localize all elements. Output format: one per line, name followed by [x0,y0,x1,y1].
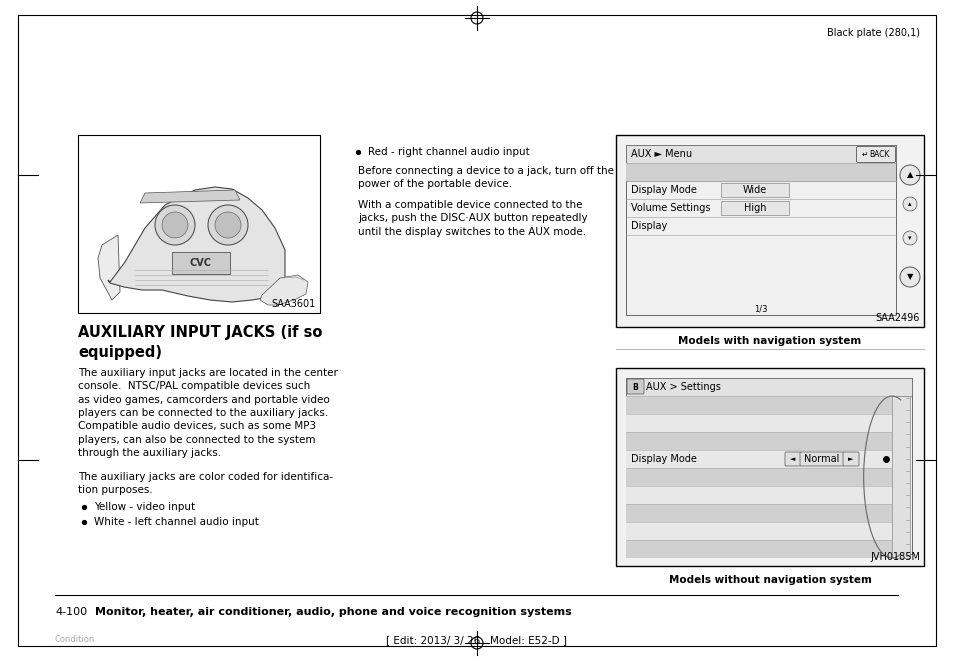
Bar [625,396,891,414]
Text: Models without navigation system: Models without navigation system [668,575,870,585]
Text: SAA2496: SAA2496 [875,313,919,323]
Bar [625,378,911,396]
FancyBboxPatch shape [626,379,643,394]
Text: [ Edit: 2013/ 3/ 26   Model: E52-D ]: [ Edit: 2013/ 3/ 26 Model: E52-D ] [386,635,567,645]
Circle shape [154,205,194,245]
Text: Wide: Wide [742,185,766,195]
Text: AUX ► Menu: AUX ► Menu [630,149,691,159]
Bar [172,252,230,274]
Circle shape [902,197,916,211]
Bar [625,378,911,554]
Text: SAA3601: SAA3601 [272,299,315,309]
Text: Condition: Condition [55,635,95,644]
Text: BACK: BACK [869,150,889,159]
Circle shape [214,212,241,238]
FancyBboxPatch shape [856,147,895,163]
Polygon shape [260,275,308,305]
Text: Display Mode: Display Mode [630,454,696,464]
Text: The auxiliary jacks are color coded for identifica-
tion purposes.: The auxiliary jacks are color coded for … [78,472,333,495]
Circle shape [162,212,188,238]
Bar [625,163,895,181]
Text: High: High [743,203,765,213]
Text: ►: ► [847,456,853,462]
Text: AUX > Settings: AUX > Settings [645,382,720,392]
Text: With a compatible device connected to the
jacks, push the DISC·AUX button repeat: With a compatible device connected to th… [357,200,587,237]
Bar [625,468,891,486]
Text: Normal: Normal [803,454,839,464]
Bar [891,396,909,558]
Text: ▴: ▴ [907,201,911,207]
Text: Display: Display [630,221,666,231]
Text: ▼: ▼ [905,272,912,282]
Text: JVH0185M: JVH0185M [869,552,919,562]
Bar [625,504,891,522]
Text: Monitor, heater, air conditioner, audio, phone and voice recognition systems: Monitor, heater, air conditioner, audio,… [95,607,571,617]
Bar [625,432,891,450]
Polygon shape [140,190,240,203]
Text: Before connecting a device to a jack, turn off the
power of the portable device.: Before connecting a device to a jack, tu… [357,166,614,189]
Text: CVC: CVC [190,258,212,268]
Text: ▲: ▲ [905,171,912,180]
Bar [720,183,788,197]
Bar [625,414,891,432]
Text: White - left channel audio input: White - left channel audio input [94,517,258,527]
Bar [720,201,788,215]
Text: Red - right channel audio input: Red - right channel audio input [368,147,529,157]
Circle shape [899,165,919,185]
Circle shape [899,267,919,287]
Bar [625,145,895,315]
Bar [625,450,891,468]
Text: AUXILIARY INPUT JACKS (if so
equipped): AUXILIARY INPUT JACKS (if so equipped) [78,325,322,360]
FancyBboxPatch shape [800,452,843,466]
Text: 1/3: 1/3 [754,305,767,313]
Circle shape [208,205,248,245]
FancyBboxPatch shape [784,452,801,466]
Text: Display Mode: Display Mode [630,185,696,195]
Text: Black plate (280,1): Black plate (280,1) [826,28,919,38]
Text: Volume Settings: Volume Settings [630,203,710,213]
Text: Models with navigation system: Models with navigation system [678,336,861,346]
Bar [625,486,891,504]
Text: B: B [632,383,638,391]
Text: 4-100: 4-100 [55,607,87,617]
Bar [625,522,891,540]
Text: ▾: ▾ [907,235,911,241]
Text: The auxiliary input jacks are located in the center
console.  NTSC/PAL compatibl: The auxiliary input jacks are located in… [78,368,337,458]
FancyBboxPatch shape [842,452,858,466]
Bar [616,135,923,327]
Bar [78,135,319,313]
Text: ◄: ◄ [789,456,795,462]
Text: Yellow - video input: Yellow - video input [94,502,195,512]
Bar [625,540,891,558]
Polygon shape [108,187,285,302]
Text: ↵: ↵ [862,150,867,159]
Bar [616,368,923,566]
Bar [625,145,895,163]
Circle shape [902,231,916,245]
Polygon shape [98,235,120,300]
